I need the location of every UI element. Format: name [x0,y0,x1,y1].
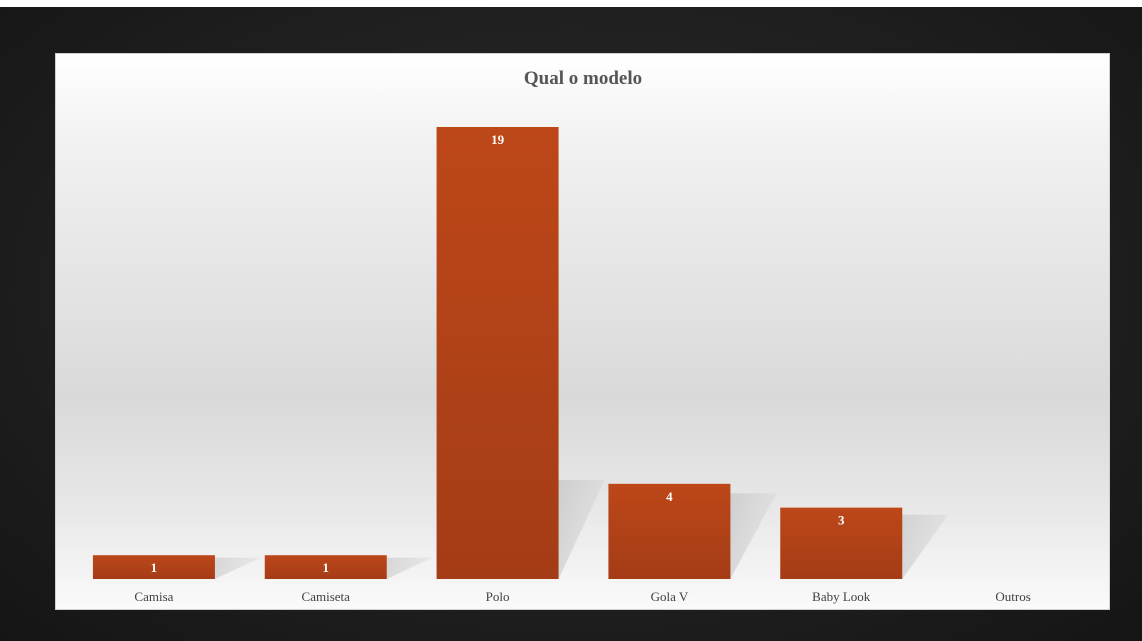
data-label-baby-look: 3 [838,513,845,528]
data-label-camiseta: 1 [323,560,330,575]
bars [92,127,903,579]
x-tick-outros: Outros [995,589,1030,604]
chart-title: Qual o modelo [524,68,642,89]
bar-chart: Qual o modelo 1 1 19 4 3 Camisa Camiseta Polo G… [92,68,1031,604]
data-labels: 1 1 19 4 3 [151,132,845,575]
slide-header-text: CENTRO UNIVERSITÁRIO OCTÁVIO BASTOS [381,0,761,11]
data-label-camisa: 1 [151,560,158,575]
bar-baby-look [780,507,903,579]
x-tick-polo: Polo [486,589,510,604]
x-tick-baby-look: Baby Look [812,589,871,604]
x-tick-gola-v: Gola V [651,589,689,604]
x-tick-labels: Camisa Camiseta Polo Gola V Baby Look Outros [134,589,1030,604]
bar-polo [436,127,559,579]
x-tick-camiseta: Camiseta [302,589,351,604]
bar-gola-v [608,483,731,579]
x-tick-camisa: Camisa [134,589,173,604]
data-label-polo: 19 [491,132,505,147]
bar-camisa [92,555,215,579]
data-label-gola-v: 4 [666,489,673,504]
bar-camiseta [264,555,387,579]
chart-panel: Qual o modelo 1 1 19 4 3 Camisa Camiseta Polo G… [55,53,1110,610]
